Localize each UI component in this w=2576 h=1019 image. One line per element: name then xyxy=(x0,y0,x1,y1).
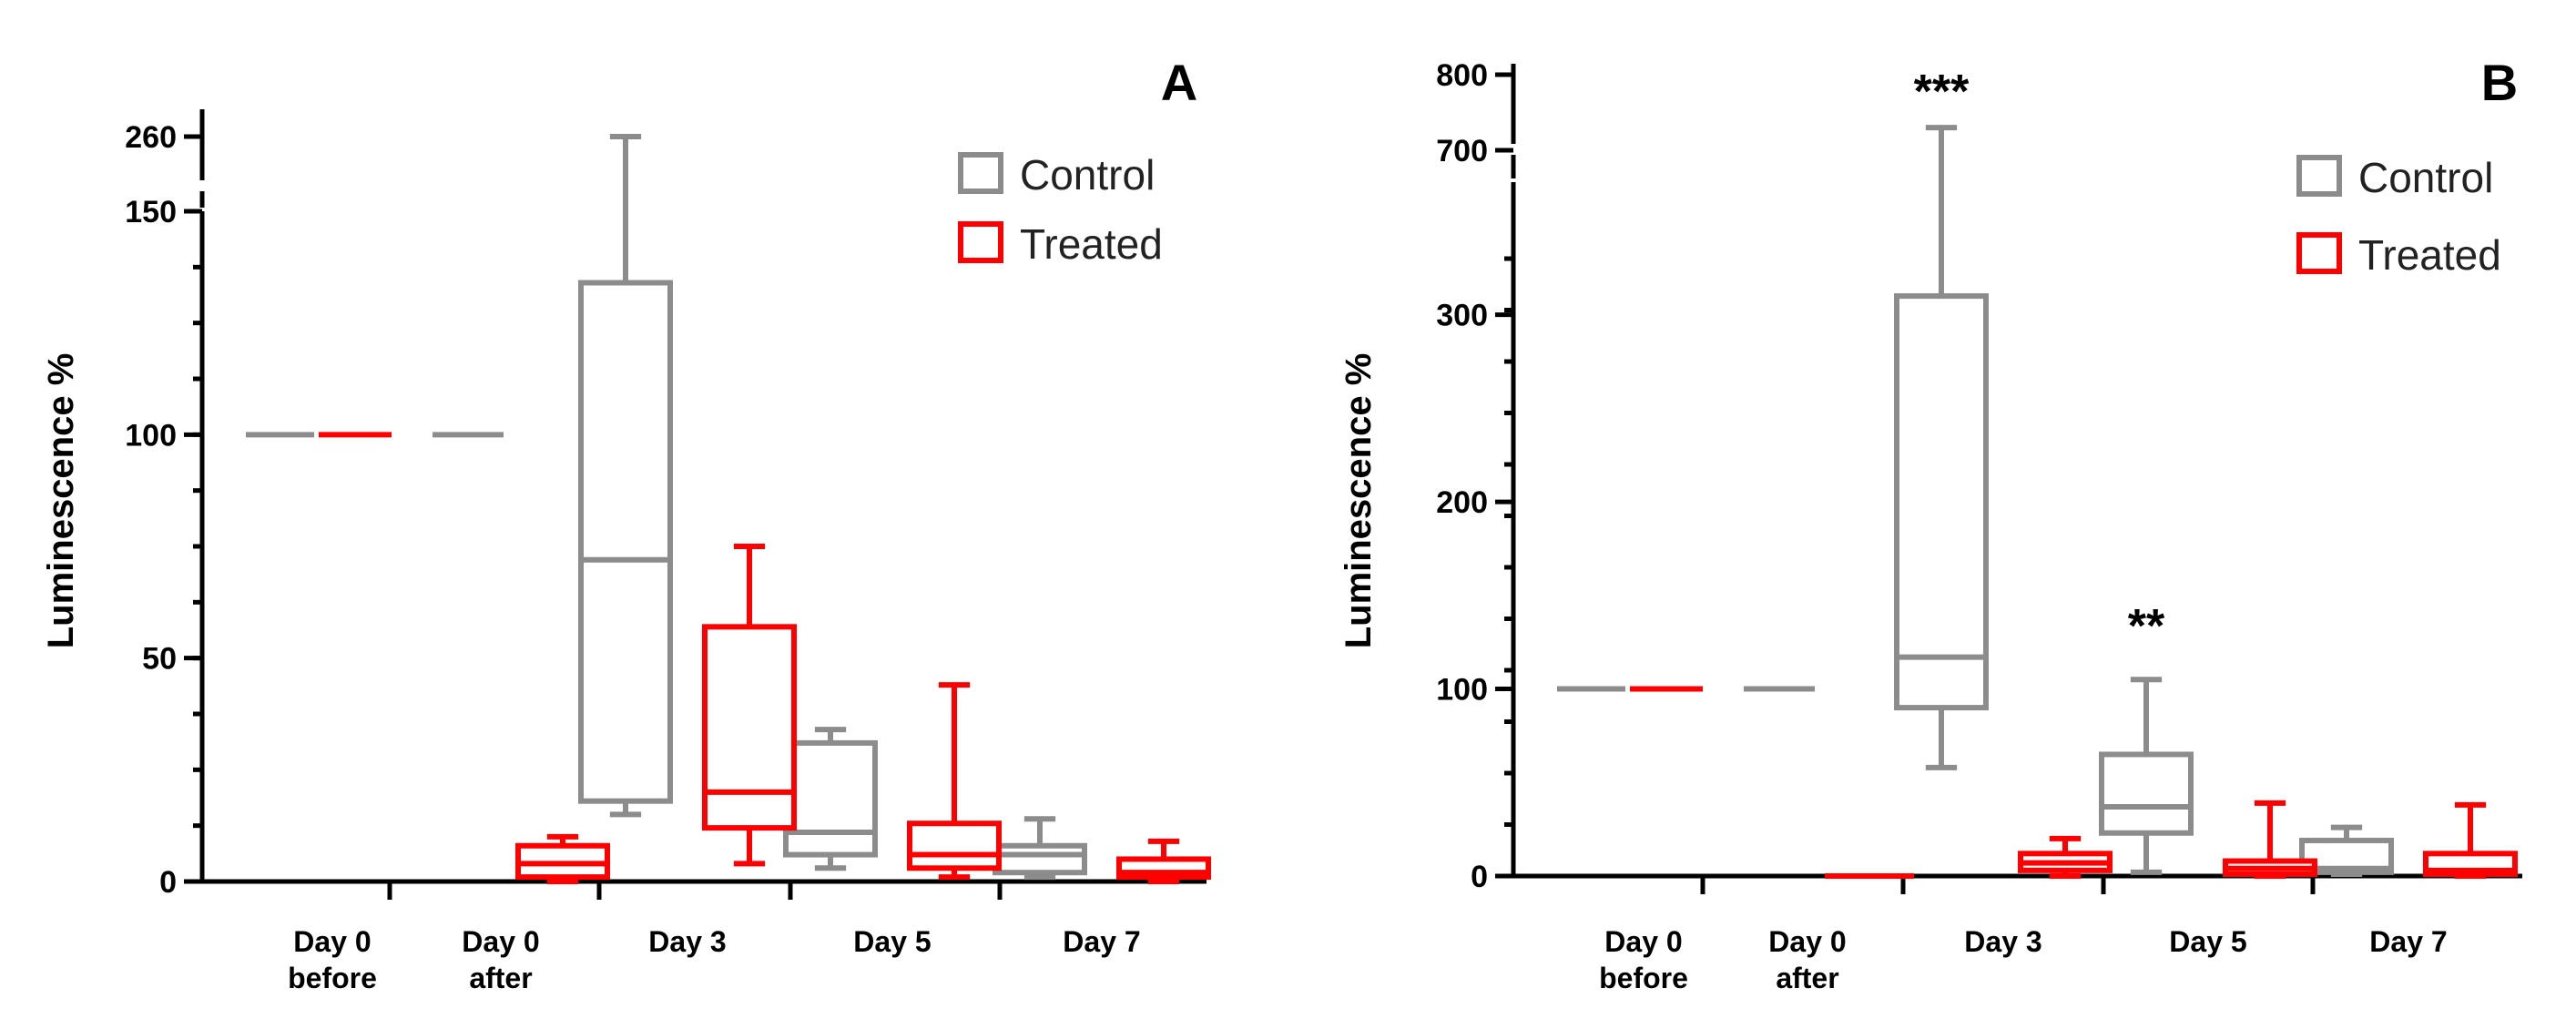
legend-swatch-control xyxy=(958,152,1003,194)
y-tick-label: 50 xyxy=(142,642,177,677)
box-iqr xyxy=(702,624,797,831)
y-tick-label: 800 xyxy=(1436,58,1488,93)
legend-label: Treated xyxy=(1020,220,1163,268)
series-control xyxy=(246,134,1087,881)
x-category-label: Day 0 xyxy=(1604,925,1682,958)
panel-b-chart: B Luminescence % 0 100 200 300 700 800 Day 0 befo… xyxy=(1339,54,2522,994)
y-tick-label: 0 xyxy=(159,865,177,900)
y-tick-label: 100 xyxy=(125,418,177,453)
x-category-label: Day 3 xyxy=(1964,925,2041,958)
y-tick-label: 260 xyxy=(125,120,177,155)
legend-label: Treated xyxy=(2358,231,2501,279)
panel-label: B xyxy=(2481,54,2518,111)
x-category-label: Day 0 xyxy=(462,925,539,958)
box-iqr xyxy=(1894,293,1989,711)
legend-swatch-control xyxy=(2296,155,2342,197)
y-tick-label: 100 xyxy=(1436,673,1488,708)
x-category-label: Day 7 xyxy=(1063,925,1140,958)
legend-label: Control xyxy=(1020,151,1155,199)
y-tick-label: 300 xyxy=(1436,299,1488,333)
legend-swatch-treated xyxy=(2296,232,2342,274)
series-control xyxy=(1557,125,2394,877)
y-tick-label: 700 xyxy=(1436,134,1488,168)
x-category-label: Day 5 xyxy=(853,925,931,958)
box-iqr xyxy=(2099,751,2194,836)
y-axis-title: Luminescence % xyxy=(1339,353,1379,649)
legend-label: Control xyxy=(2358,154,2493,201)
legend-swatch-treated xyxy=(958,221,1003,263)
x-category-label: Day 0 xyxy=(293,925,371,958)
series-treated xyxy=(319,432,1211,884)
y-tick-label: 200 xyxy=(1436,485,1488,520)
x-category-label: Day 0 xyxy=(1768,925,1846,958)
panel-label: A xyxy=(1161,54,1197,111)
box-iqr xyxy=(578,280,673,804)
panel-a-chart: A Luminescence % 0 50 100 150 260 Day 0 before Da… xyxy=(41,54,1211,994)
x-category-label: after xyxy=(469,962,532,994)
x-category-label: after xyxy=(1776,962,1838,994)
box-iqr xyxy=(783,739,878,858)
x-category-label: Day 7 xyxy=(2369,925,2447,958)
y-tick-label: 0 xyxy=(1471,860,1488,894)
y-tick-label: 150 xyxy=(125,195,177,229)
x-category-label: before xyxy=(288,962,377,994)
significance-marker: *** xyxy=(1914,66,1970,118)
x-category-label: before xyxy=(1599,962,1688,994)
significance-marker: ** xyxy=(2128,600,2165,653)
series-treated xyxy=(1630,686,2518,879)
axes xyxy=(184,109,1207,900)
x-category-label: Day 3 xyxy=(648,925,726,958)
box-iqr xyxy=(907,820,1002,871)
y-axis-title: Luminescence % xyxy=(41,353,81,649)
x-category-label: Day 5 xyxy=(2169,925,2246,958)
box-iqr xyxy=(993,842,1087,876)
